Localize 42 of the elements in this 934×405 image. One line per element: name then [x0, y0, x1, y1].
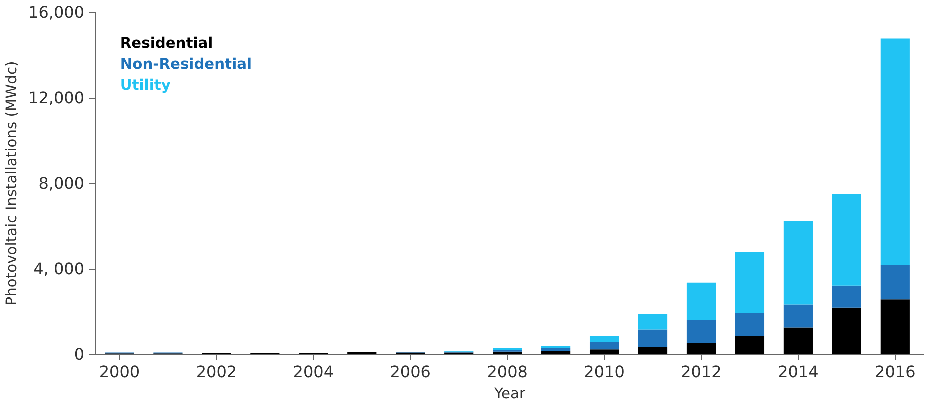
bar	[832, 286, 862, 308]
bar	[590, 342, 620, 350]
bar	[542, 348, 571, 352]
bar	[638, 347, 668, 354]
bar	[880, 300, 910, 354]
x-tick-label: 2014	[778, 362, 819, 382]
text: Non-Residential	[120, 56, 252, 73]
bar	[880, 38, 910, 266]
x-tick-label: 2000	[99, 362, 140, 382]
bar	[784, 304, 813, 328]
x-tick-label: 2012	[681, 362, 722, 382]
bar	[735, 336, 765, 354]
text: Utility	[120, 77, 172, 94]
bar	[590, 350, 620, 354]
x-tick-label: 2004	[293, 362, 334, 382]
bar	[542, 346, 571, 349]
y-tick-label: 0	[74, 345, 85, 364]
x-tick-label: 2010	[584, 362, 625, 382]
x-tick-label: 2002	[196, 362, 238, 382]
bar	[686, 282, 716, 320]
y-axis-title: Photovoltaic Installations (MWdc)	[4, 61, 21, 306]
y-tick-label: 16,000	[28, 3, 84, 22]
y-tick-label: 4, 000	[34, 260, 84, 278]
bar	[832, 194, 862, 286]
x-tick-label: 2006	[390, 362, 431, 382]
bar	[784, 328, 813, 354]
bar	[638, 330, 668, 348]
bar	[686, 343, 716, 354]
x-tick-label: 2008	[487, 362, 528, 382]
x-tick-label: 2016	[875, 362, 916, 382]
y-tick-label: 12,000	[28, 88, 84, 108]
bar	[735, 313, 765, 336]
bar	[686, 320, 716, 344]
bar	[735, 252, 765, 314]
bar	[590, 336, 620, 342]
text: Residential	[120, 34, 214, 52]
y-tick-label: 8,000	[38, 174, 85, 193]
bar	[880, 265, 910, 300]
bar	[832, 308, 862, 354]
x-axis-title: Year	[493, 386, 526, 402]
bar	[784, 221, 813, 305]
bar	[638, 314, 668, 330]
